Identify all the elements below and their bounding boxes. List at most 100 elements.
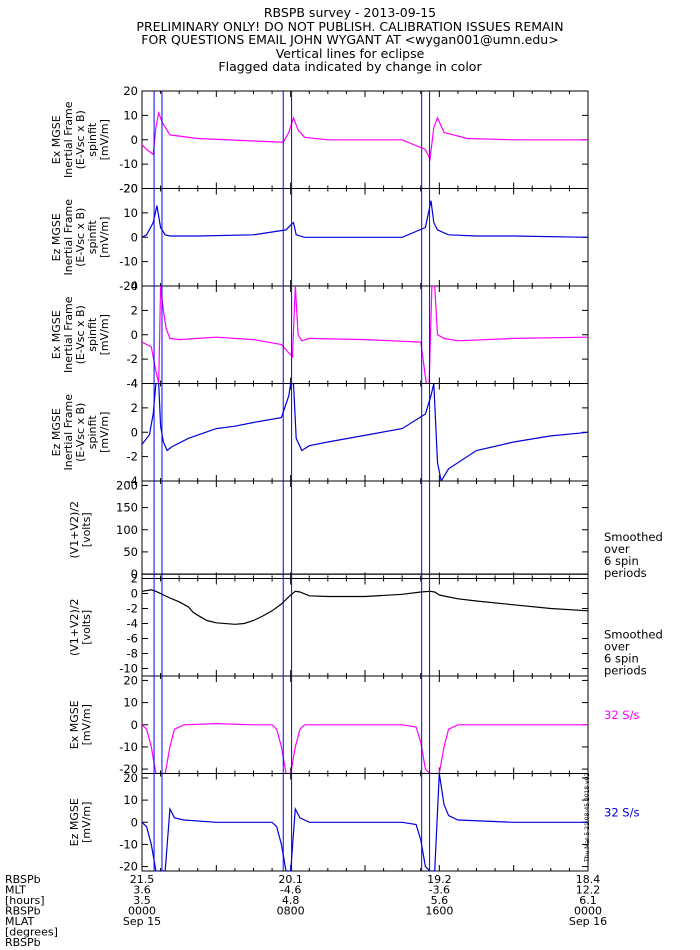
panel-annotation: Smoothed (604, 530, 663, 544)
y-tick-label: -2 (127, 352, 138, 366)
y-tick-label: 100 (116, 523, 138, 537)
y-axis-label: Inertial Frame (62, 296, 75, 373)
y-axis-label: (V1+V2)/2 (68, 501, 81, 559)
y-axis-label: spinfit (86, 122, 99, 157)
y-axis-label: Ez MGSE (68, 798, 81, 846)
contact-line: FOR QUESTIONS EMAIL JOHN WYGANT AT <wyga… (141, 32, 559, 47)
y-axis-label: [mV/m] (98, 412, 111, 453)
y-tick-label: 150 (116, 501, 138, 515)
y-axis-label: (E-Vsc x B) (74, 208, 87, 267)
y-tick-label: -6 (127, 632, 138, 646)
x-tick-label: Sep 15 (123, 915, 161, 928)
y-tick-label: 2 (131, 303, 138, 317)
y-axis-label: [mV/m] (80, 704, 93, 745)
y-tick-label: 0 (131, 425, 138, 439)
y-tick-label: -10 (119, 837, 138, 851)
y-axis-label: [mV/m] (98, 217, 111, 258)
y-tick-label: 20 (123, 771, 138, 785)
x-tick-label: 0800 (277, 905, 305, 918)
y-axis-label: Ex MGSE (50, 310, 63, 359)
y-tick-label: 10 (123, 206, 138, 220)
x-row-label: RBSPb (5, 873, 41, 886)
y-tick-label: 4 (131, 279, 138, 293)
y-axis-label: [mV/m] (98, 314, 111, 355)
x-tick-label: -4.6 (280, 884, 301, 897)
x-tick-label: 20.1 (278, 873, 303, 886)
x-row-label: MLAT (5, 915, 35, 928)
y-tick-label: -8 (127, 647, 138, 661)
y-axis-label: [volts] (80, 610, 93, 645)
series-line-1 (142, 110, 588, 162)
y-axis-label: (E-Vsc x B) (74, 403, 87, 462)
panel-annotation: 6 spin (604, 652, 639, 666)
x-tick-label: 6.1 (579, 894, 597, 907)
x-tick-label: Sep 16 (569, 915, 607, 928)
y-tick-label: 10 (123, 696, 138, 710)
x-tick-label: -3.6 (429, 884, 450, 897)
y-tick-label: 4 (131, 377, 138, 391)
y-tick-label: -20 (119, 279, 138, 293)
figure-title: RBSPB survey - 2013-09-15 (263, 5, 437, 20)
y-tick-label: 0 (131, 567, 138, 581)
y-tick-label: 10 (123, 108, 138, 122)
y-axis-label: [volts] (80, 512, 93, 547)
y-axis-label: [mV/m] (98, 119, 111, 160)
warning-line: PRELIMINARY ONLY! DO NOT PUBLISH. CALIBR… (136, 18, 564, 34)
panel-annotation: periods (604, 664, 647, 678)
y-axis-label: Ex MGSE (68, 700, 81, 749)
y-tick-label: 0 (131, 718, 138, 732)
y-tick-label: -4 (127, 474, 138, 488)
y-tick-label: -20 (119, 182, 138, 196)
eclipse-note: Vertical lines for eclipse (275, 45, 425, 61)
y-tick-label: -20 (119, 762, 138, 776)
x-row-label: MLT (5, 884, 26, 897)
x-tick-label: 18.4 (576, 873, 601, 886)
x-tick-label: 5.6 (431, 894, 449, 907)
y-axis-label: Inertial Frame (62, 101, 75, 178)
y-axis-label: Ez MGSE (50, 213, 63, 261)
panel-annotation: 32 S/s (604, 708, 639, 722)
panel-annotation: over (604, 640, 630, 654)
x-tick-label: 19.2 (427, 873, 452, 886)
y-axis-label: spinfit (86, 317, 99, 352)
y-tick-label: 0 (131, 815, 138, 829)
timestamp-stamp: Thu Mar 5 21:08:45 2018 v02 (584, 772, 591, 862)
panel-annotation: Smoothed (604, 628, 663, 642)
series-line-2 (142, 200, 588, 238)
y-tick-label: 0 (131, 133, 138, 147)
y-tick-label: 10 (123, 793, 138, 807)
y-tick-label: -2 (127, 450, 138, 464)
y-tick-label: 0 (131, 328, 138, 342)
panel-frame-6 (141, 578, 589, 677)
y-tick-label: 20 (123, 84, 138, 98)
panel-frame-3 (141, 285, 589, 384)
panel-annotation: periods (604, 566, 647, 580)
series-line-6 (142, 589, 588, 625)
x-tick-label: 1600 (425, 905, 453, 918)
figure-header: RBSPB survey - 2013-09-15 PRELIMINARY ON… (0, 6, 700, 74)
y-tick-label: 0 (131, 587, 138, 601)
y-axis-label: Inertial Frame (62, 394, 75, 471)
series-line-8 (142, 773, 588, 871)
y-tick-label: -2 (127, 602, 138, 616)
y-tick-label: 20 (123, 673, 138, 687)
panel-frame-4 (141, 383, 589, 482)
x-tick-label: 3.6 (133, 884, 151, 897)
panel-frame-5 (141, 480, 589, 579)
panel-annotation: 6 spin (604, 554, 639, 568)
y-axis-label: (E-Vsc x B) (74, 110, 87, 169)
y-axis-label: Ex MGSE (50, 115, 63, 164)
y-tick-label: 20 (123, 182, 138, 196)
x-tick-label: 0000 (574, 905, 602, 918)
x-tick-label: 4.8 (282, 894, 300, 907)
series-line-3 (142, 286, 588, 384)
y-tick-label: 200 (116, 478, 138, 492)
y-tick-label: -10 (119, 255, 138, 269)
panel-annotation: 32 S/s (604, 805, 639, 819)
y-axis-label: (V1+V2)/2 (68, 598, 81, 656)
series-line-4 (142, 383, 588, 481)
y-tick-label: 2 (131, 572, 138, 586)
x-tick-label: 3.5 (133, 894, 151, 907)
flag-note: Flagged data indicated by change in colo… (218, 59, 482, 74)
